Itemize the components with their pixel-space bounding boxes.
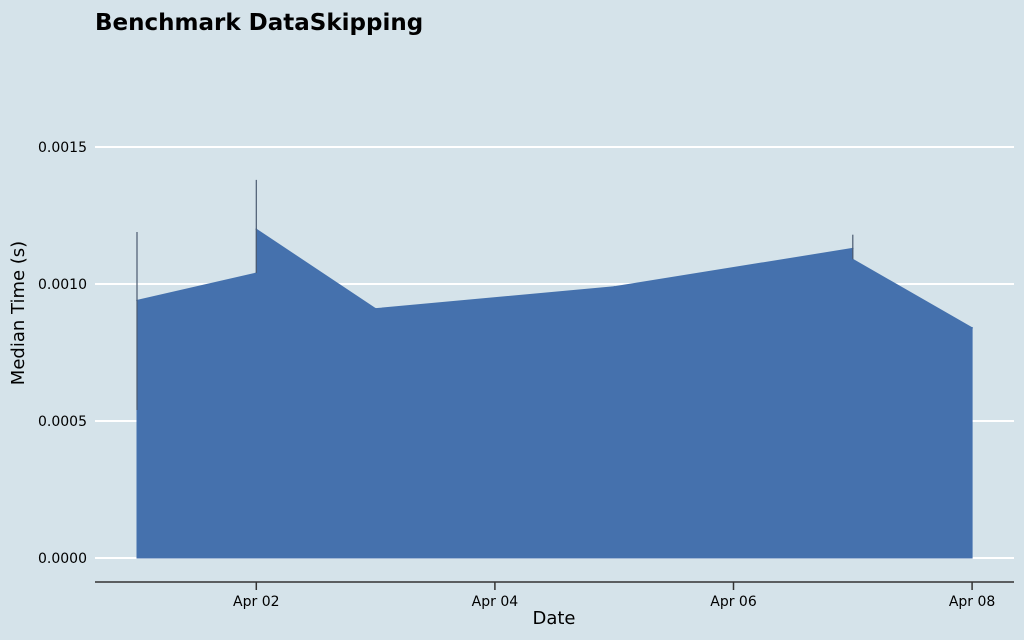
x-tick-label: Apr 02	[233, 594, 279, 610]
y-tick-label: 0.0015	[38, 140, 87, 156]
x-axis-label: Date	[532, 608, 575, 629]
area-series	[136, 228, 973, 559]
area-layer	[136, 228, 973, 559]
y-tick-labels: 0.0000 0.0005 0.0010 0.0015	[38, 140, 87, 567]
data-point	[613, 285, 615, 288]
y-tick-label: 0.0000	[38, 551, 87, 567]
data-point	[971, 327, 973, 329]
y-tick-label: 0.0005	[38, 414, 87, 430]
y-tick-label: 0.0010	[38, 277, 87, 293]
y-axis-label: Median Time (s)	[8, 241, 29, 385]
x-tick-label: Apr 08	[949, 594, 995, 610]
spike-layer	[136, 179, 854, 411]
x-tick-label: Apr 04	[472, 594, 519, 610]
data-point	[374, 307, 377, 310]
chart-title: Benchmark DataSkipping	[95, 10, 423, 36]
x-axis: Apr 02 Apr 04 Apr 06 Apr 08	[95, 581, 1014, 610]
x-tick-label: Apr 06	[710, 594, 757, 610]
